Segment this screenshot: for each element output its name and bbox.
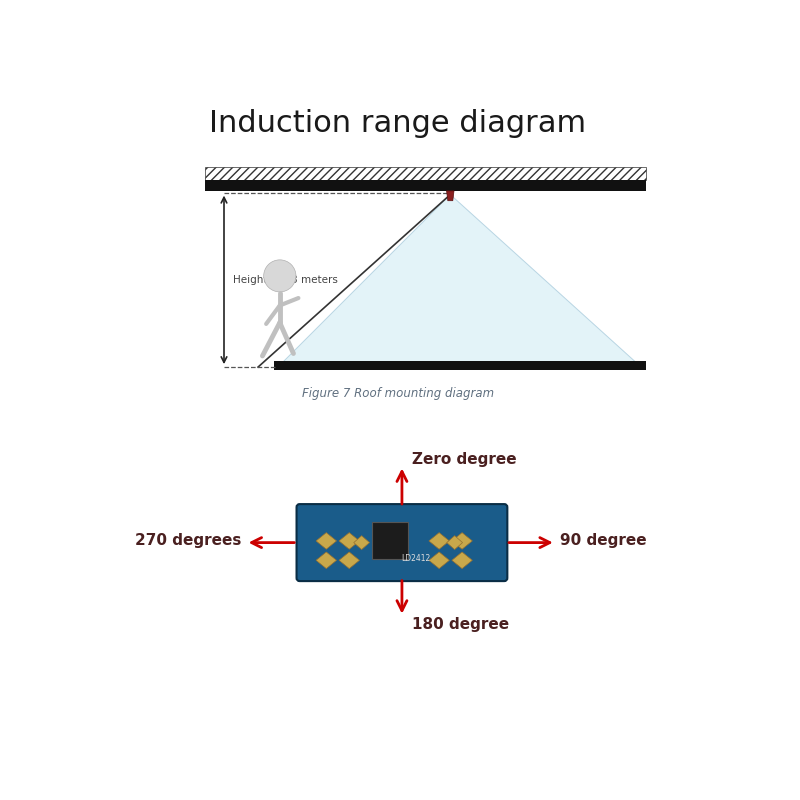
Text: 180 degree: 180 degree [412, 617, 509, 632]
Text: Zero degree: Zero degree [412, 452, 517, 467]
Bar [372, 522, 408, 559]
Polygon shape [452, 552, 472, 569]
Polygon shape [339, 533, 359, 550]
FancyBboxPatch shape [297, 504, 507, 581]
Polygon shape [429, 552, 450, 569]
Polygon shape [316, 533, 337, 550]
Text: Induction range diagram: Induction range diagram [209, 110, 586, 138]
Text: LD2412: LD2412 [402, 554, 431, 563]
Text: 90 degree: 90 degree [560, 533, 646, 548]
Polygon shape [429, 533, 450, 550]
Polygon shape [277, 194, 642, 368]
Bar [274, 362, 646, 370]
Polygon shape [446, 191, 454, 201]
Text: Height 2.6-3 meters: Height 2.6-3 meters [234, 275, 338, 285]
Polygon shape [452, 533, 472, 550]
Polygon shape [446, 536, 462, 550]
Polygon shape [339, 552, 359, 569]
Bar [206, 180, 646, 191]
Circle shape [264, 260, 296, 292]
Polygon shape [354, 536, 370, 550]
Text: Figure 7 Roof mounting diagram: Figure 7 Roof mounting diagram [302, 387, 494, 400]
Bar [206, 167, 646, 180]
Polygon shape [316, 552, 337, 569]
Text: 270 degrees: 270 degrees [135, 533, 242, 548]
